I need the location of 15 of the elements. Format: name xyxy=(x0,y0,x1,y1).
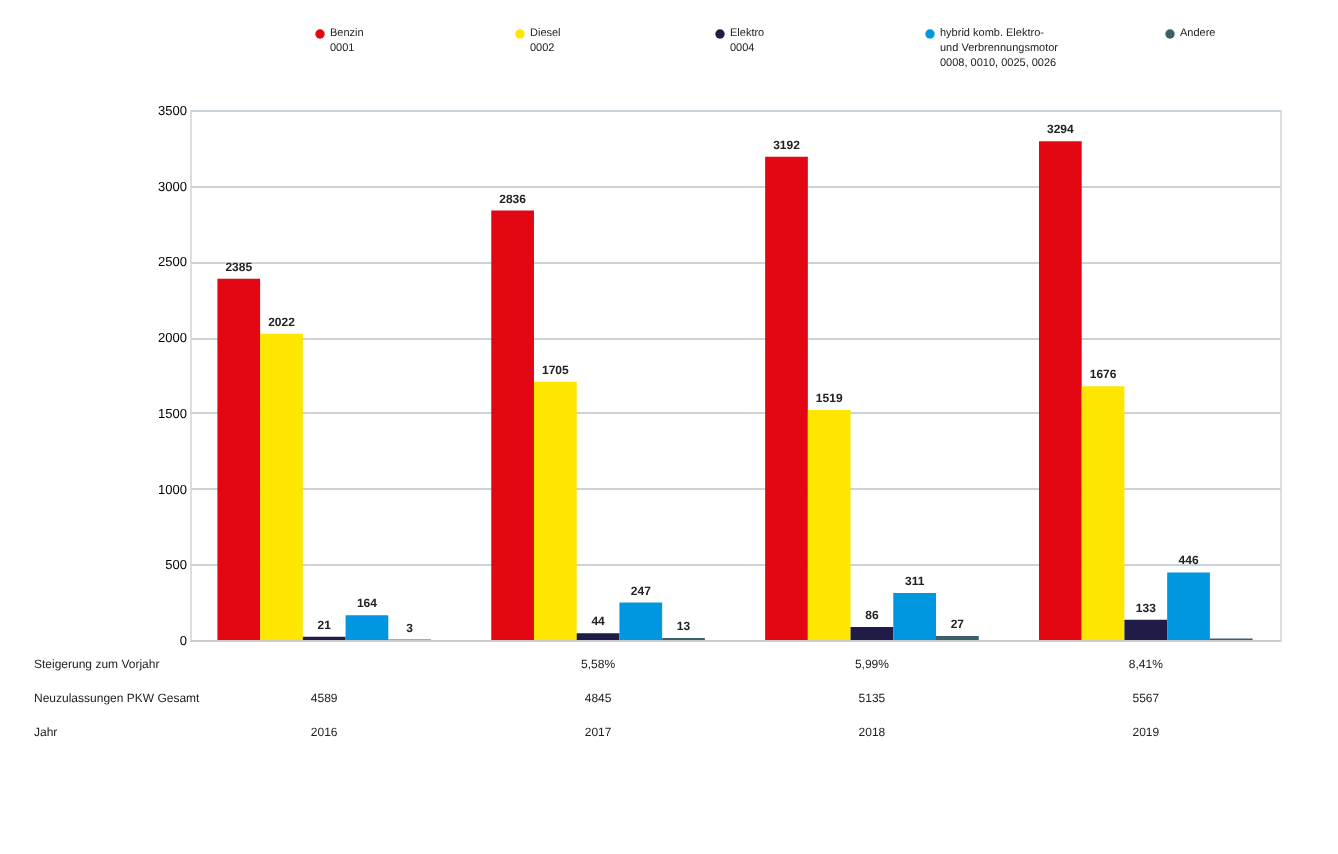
bar xyxy=(1167,572,1210,640)
bar xyxy=(1124,619,1168,640)
bar xyxy=(850,626,894,640)
bar xyxy=(619,602,663,640)
bar xyxy=(765,156,808,640)
bar xyxy=(260,333,303,640)
bar xyxy=(576,633,620,640)
bar xyxy=(491,210,534,640)
bar xyxy=(345,615,389,640)
bar xyxy=(807,409,851,640)
bar xyxy=(217,278,261,640)
bar xyxy=(893,592,937,640)
bar xyxy=(1038,141,1082,640)
bar xyxy=(533,381,577,640)
bar xyxy=(1081,386,1125,640)
